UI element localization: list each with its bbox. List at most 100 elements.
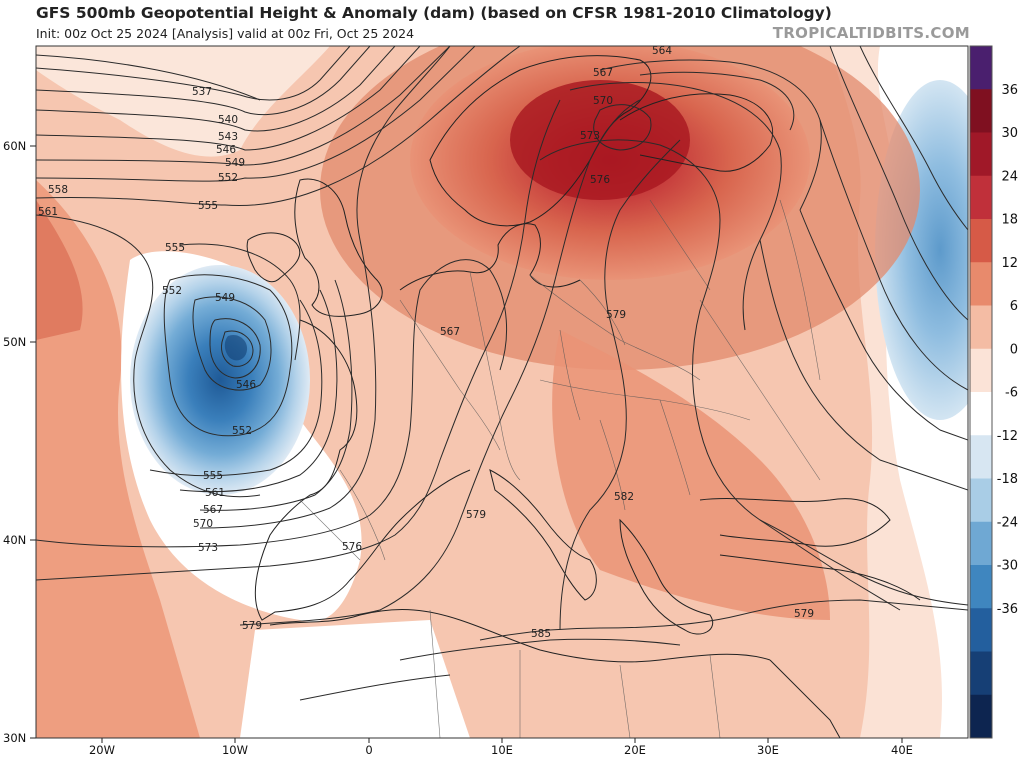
coast-black-sea [699, 498, 891, 547]
colorbar-label: -12 [997, 429, 1018, 444]
contour-line [36, 54, 261, 101]
contour-line [149, 299, 323, 477]
contour-line [759, 519, 968, 606]
contour-label: 543 [218, 131, 238, 143]
colorbar-segment [970, 521, 992, 566]
contour-line [199, 46, 451, 529]
anomaly-balkans-warm [552, 330, 830, 620]
contour-label: 573 [580, 130, 600, 142]
colorbar-segment [970, 435, 992, 479]
contour-line [829, 46, 968, 321]
coastlines [246, 55, 921, 738]
coast-ireland [246, 232, 301, 283]
contour-label: 567 [593, 67, 613, 79]
latitude-axis: 60N 50N 40N 30N [3, 139, 36, 745]
contour-label: 567 [203, 504, 223, 516]
contour-label: 537 [192, 86, 212, 98]
contour-line [299, 674, 451, 701]
colorbar-segment [970, 89, 992, 133]
coast-finland-baltic [619, 93, 774, 172]
contour-label: 579 [606, 309, 626, 321]
colorbar-segment [970, 219, 992, 263]
contour-labels: 537 540 543 546 549 552 555 558 561 555 … [38, 46, 814, 640]
contour-line [199, 279, 353, 511]
contour-line [36, 46, 421, 151]
contour-label: 570 [193, 518, 213, 530]
contour-label: 579 [794, 608, 814, 620]
contour-line [559, 139, 681, 631]
coast-italy [489, 469, 597, 601]
contour-label: 552 [232, 425, 252, 437]
coast-levant [769, 659, 841, 738]
coast-lowcountries-germany [399, 223, 581, 291]
lon-label: 30E [757, 743, 779, 757]
colorbar: 36 30 24 18 12 6 0 -6 -12 -18 -24 -30 -36 [969, 45, 1018, 739]
colorbar-segment [970, 175, 992, 220]
lon-label: 40E [891, 743, 913, 757]
colorbar-label: 18 [1001, 213, 1018, 228]
map-plot-area: 537 540 543 546 549 552 555 558 561 555 … [36, 46, 968, 738]
contour-label: 546 [216, 144, 236, 156]
lat-label: 50N [3, 335, 26, 349]
coast-france-iberia [254, 319, 471, 621]
brand-watermark: TROPICALTIDBITS.COM [772, 24, 970, 42]
coast-north-africa [269, 609, 771, 663]
anomaly-area-far-west [36, 200, 83, 340]
contour-line [819, 119, 968, 391]
coast-great-britain [294, 178, 383, 317]
contour-label: 570 [593, 95, 613, 107]
contour-label: 552 [162, 285, 182, 297]
low-center-marker [224, 334, 248, 361]
contour-label: 582 [614, 491, 634, 503]
contour-label: 558 [48, 184, 68, 196]
colorbar-label: 36 [1001, 83, 1018, 98]
contour-line [569, 82, 782, 331]
height-contours [36, 46, 968, 701]
country-borders [299, 199, 821, 738]
contour-line [36, 46, 351, 101]
colorbar-label: -36 [997, 602, 1018, 617]
contour-line [36, 46, 476, 182]
contour-line [399, 638, 681, 661]
colorbar-frame [969, 45, 993, 739]
colorbar-label: -6 [1005, 386, 1018, 401]
colorbar-segment [970, 305, 992, 350]
anomaly-neutral-north-africa [240, 620, 470, 738]
contour-line [36, 99, 561, 581]
contour-line [179, 289, 338, 493]
colorbar-label: -18 [997, 472, 1018, 487]
colorbar-segment [970, 262, 992, 306]
contour-label: 585 [531, 628, 551, 640]
colorbar-label: 6 [1010, 299, 1018, 314]
coast-scandinavia [429, 55, 652, 227]
lon-label: 20E [624, 743, 646, 757]
contour-line [209, 318, 261, 379]
lat-label: 30N [3, 731, 26, 745]
colorbar-segment [970, 651, 992, 696]
colorbar-segment [970, 565, 992, 609]
contour-label: 552 [218, 172, 238, 184]
contour-line [221, 330, 254, 367]
contour-line [539, 139, 721, 311]
colorbar-segment [970, 132, 992, 177]
contour-label: 546 [236, 379, 256, 391]
contour-line [179, 243, 301, 361]
map-subtitle: Init: 00z Oct 25 2024 [Analysis] valid a… [36, 26, 415, 41]
contour-label: 561 [38, 206, 58, 218]
contour-line [36, 214, 261, 498]
colorbar-segment [970, 348, 992, 393]
contour-label: 576 [590, 174, 610, 186]
colorbar-segment [970, 608, 992, 652]
contour-line [599, 59, 822, 211]
contour-line [759, 239, 968, 491]
longitude-axis: 20W 10W 0 10E 20E 30E 40E [89, 738, 913, 757]
lon-label: 10W [222, 743, 248, 757]
coast-turkey [719, 554, 921, 601]
colorbar-label: -30 [997, 559, 1018, 574]
contour-line [799, 209, 968, 441]
contour-line [239, 99, 641, 626]
colorbar-segment [970, 392, 992, 436]
coast-greece [619, 518, 713, 635]
colorbar-label: 12 [1001, 256, 1018, 271]
contour-line [859, 46, 968, 231]
